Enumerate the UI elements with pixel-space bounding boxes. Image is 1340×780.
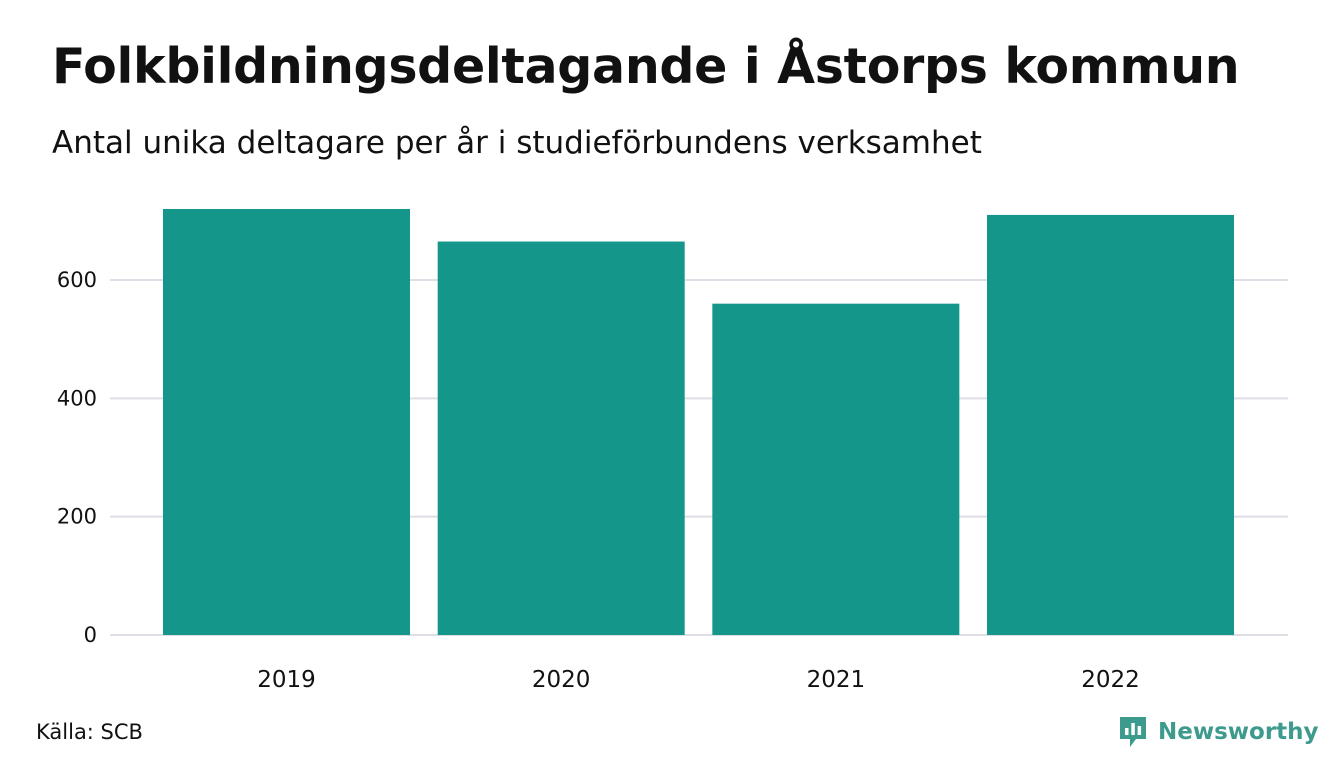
x-axis-ticks: 2019 2020 2021 2022 — [257, 667, 1140, 693]
bar-2022 — [987, 214, 1235, 635]
newsworthy-logo-icon — [1120, 717, 1146, 747]
brand-name: Newsworthy — [1158, 719, 1319, 745]
x-tick-label: 2021 — [807, 667, 866, 693]
y-tick-label: 400 — [57, 386, 97, 410]
y-tick-label: 600 — [57, 268, 97, 292]
source-label: Källa: SCB — [36, 720, 143, 744]
y-axis-ticks: 0 200 400 600 — [57, 268, 97, 647]
y-tick-label: 0 — [84, 623, 97, 647]
bar-2020 — [437, 241, 685, 635]
chart-title: Folkbildningsdeltagande i Åstorps kommun — [52, 38, 1240, 95]
y-tick-label: 200 — [57, 505, 97, 529]
x-tick-label: 2020 — [532, 667, 591, 693]
x-tick-label: 2022 — [1081, 667, 1140, 693]
bar-2021 — [712, 303, 960, 635]
bars — [163, 209, 1235, 635]
chart-subtitle: Antal unika deltagare per år i studieför… — [52, 125, 982, 161]
brand-logo[interactable]: Newsworthy — [1118, 714, 1319, 750]
x-tick-label: 2019 — [257, 667, 316, 693]
bar-2019 — [163, 209, 410, 635]
